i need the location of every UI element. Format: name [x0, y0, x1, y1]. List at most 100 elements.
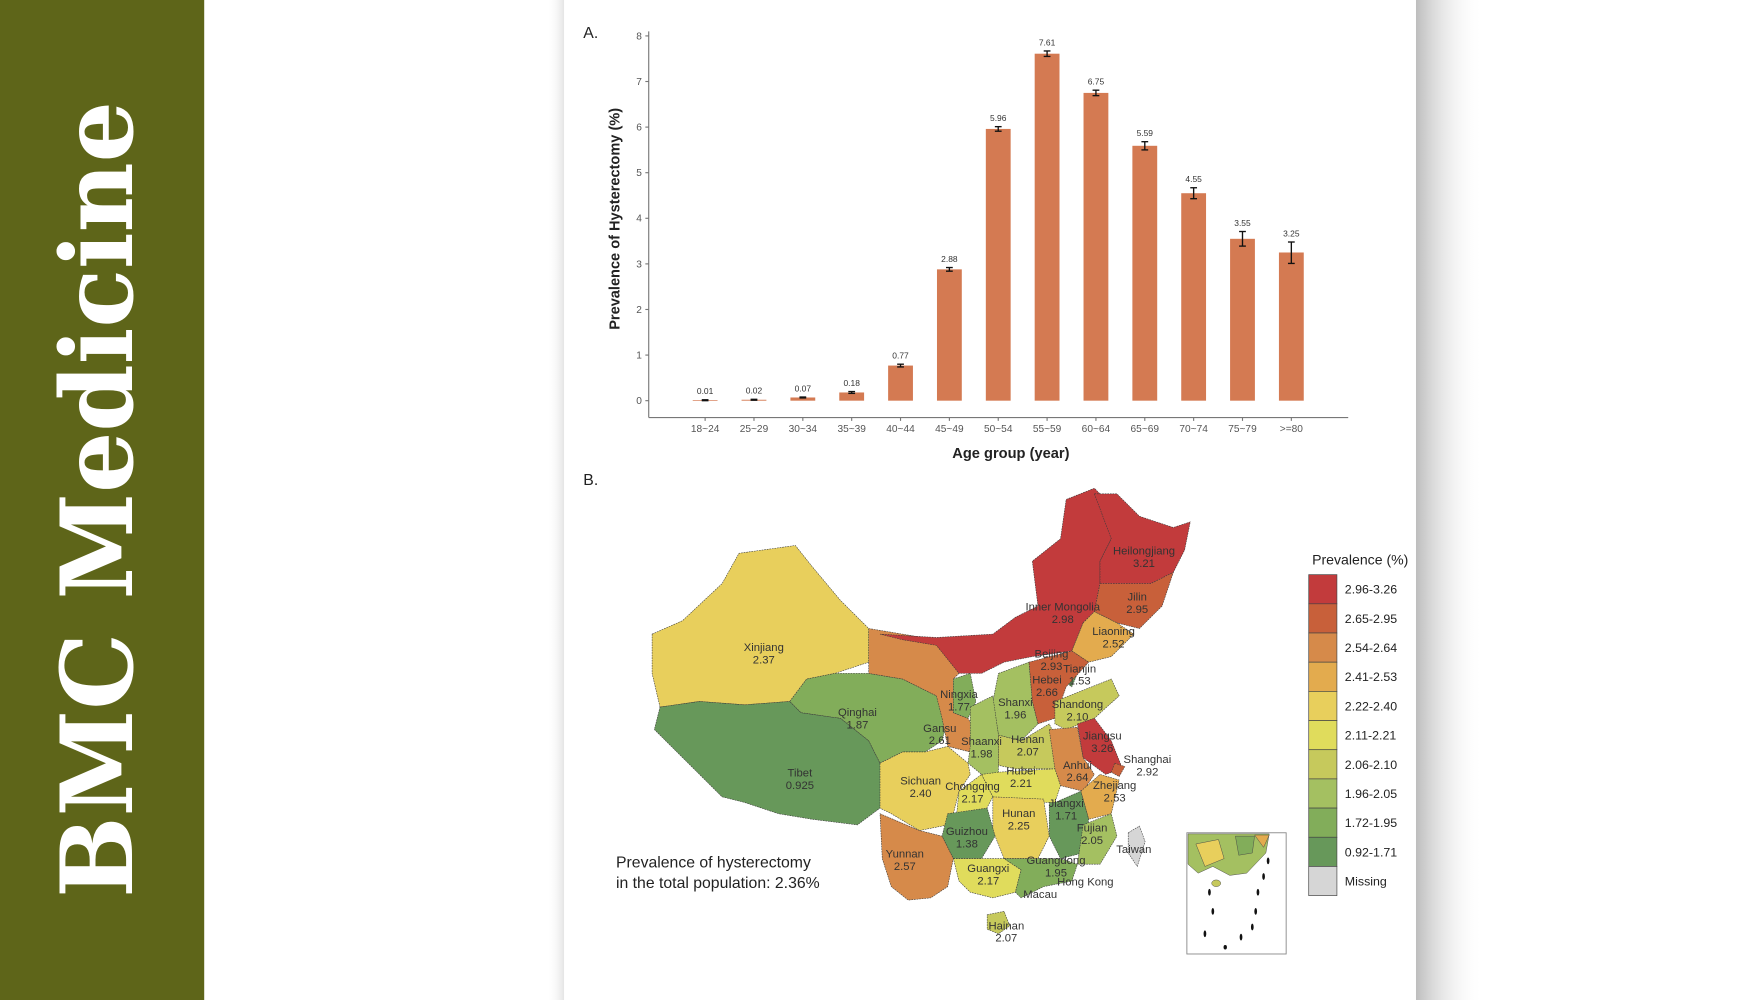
- error-bar: [848, 390, 856, 395]
- error-bar: [799, 396, 807, 399]
- province-henan: [998, 723, 1061, 770]
- x-tick-label: 50~54: [984, 424, 1013, 435]
- province-name-label: Gansu: [923, 723, 956, 735]
- province-value-label: 1.98: [971, 749, 993, 761]
- province-value-label: 2.66: [1036, 687, 1058, 699]
- province-value-label: 2.53: [1104, 792, 1126, 804]
- data-label: 7.61: [1039, 37, 1056, 47]
- province-name-label: Jiangxi: [1049, 798, 1084, 810]
- error-bar: [1043, 50, 1051, 58]
- error-bar: [701, 399, 709, 402]
- province-chongqing: [956, 773, 994, 814]
- data-label: 2.88: [941, 254, 958, 264]
- province-name-label: Shanghai: [1124, 754, 1172, 766]
- province-heilongjiang: [1093, 493, 1191, 584]
- legend-label: 2.65-2.95: [1345, 612, 1397, 626]
- total-prevalence-annotation: Prevalence of hysterectomy: [616, 855, 811, 872]
- province-name-label: Yunnan: [886, 848, 924, 860]
- province-shanghai: [1110, 762, 1126, 778]
- province-name-label: Taiwan: [1116, 844, 1151, 856]
- province-value-label: 2.64: [1066, 772, 1088, 784]
- province-shandong: [1054, 678, 1120, 730]
- legend-swatch: [1308, 661, 1338, 692]
- legend-label: 0.92-1.71: [1345, 845, 1397, 859]
- bar: [985, 128, 1011, 401]
- x-tick-label: 75~79: [1228, 424, 1257, 435]
- y-tick-label: 0: [636, 396, 642, 407]
- province-sichuan: [879, 746, 971, 831]
- province-name-label: Ningxia: [940, 689, 978, 701]
- sidebar-banner: [0, 0, 205, 1000]
- province-value-label: 2.21: [1010, 778, 1032, 790]
- legend-label: 2.11-2.21: [1345, 729, 1397, 743]
- error-bar: [946, 266, 953, 272]
- province-name-label: Jilin: [1128, 591, 1147, 603]
- province-value-label: 2.07: [1017, 746, 1039, 758]
- bar: [1278, 252, 1304, 401]
- province-value-label: 1.96: [1004, 709, 1026, 721]
- province-name-label: Hunan: [1002, 808, 1035, 820]
- legend-label: 2.06-2.10: [1345, 758, 1397, 772]
- province-value-label: 1.38: [956, 838, 978, 850]
- data-label: 5.96: [990, 113, 1007, 123]
- error-bar: [750, 398, 758, 401]
- x-tick-label: 45~49: [935, 424, 964, 435]
- province-value-label: 2.52: [1103, 639, 1125, 651]
- x-axis-title: Age group (year): [952, 446, 1069, 462]
- bar-chart: Prevalence of Hysterectomy (%) Age group…: [607, 31, 1349, 462]
- province-guangxi: [952, 858, 1022, 899]
- x-tick-label: >=80: [1280, 424, 1303, 435]
- legend-swatch: [1308, 603, 1338, 634]
- legend-label: 2.22-2.40: [1345, 699, 1397, 713]
- legend-label: 1.72-1.95: [1345, 816, 1397, 830]
- province-value-label: 2.17: [962, 793, 984, 805]
- legend-label: Missing: [1345, 875, 1387, 889]
- data-label: 3.55: [1234, 218, 1251, 228]
- province-value-label: 2.17: [977, 875, 999, 887]
- data-label: 0.77: [892, 351, 909, 361]
- y-tick-label: 2: [636, 305, 642, 316]
- province-guangdong: [1003, 858, 1078, 899]
- error-bar: [1092, 89, 1100, 97]
- x-tick-label: 55~59: [1033, 424, 1062, 435]
- legend-swatch: [1308, 778, 1338, 809]
- province-value-label: 2.37: [753, 654, 775, 666]
- province-name-label: Shaanxi: [961, 736, 1002, 748]
- province-name-label: Henan: [1011, 734, 1044, 746]
- y-tick-label: 5: [636, 168, 642, 179]
- data-label: 0.07: [795, 383, 812, 393]
- province-value-label: 2.98: [1052, 614, 1074, 626]
- y-tick-label: 7: [636, 77, 642, 88]
- province-name-label: Zhejiang: [1093, 780, 1136, 792]
- province-value-label: 2.10: [1066, 712, 1088, 724]
- province-name-label: Shanxi: [998, 697, 1032, 709]
- y-tick-label: 6: [636, 122, 642, 133]
- y-tick-label: 8: [636, 31, 642, 42]
- province-zhejiang: [1080, 774, 1120, 820]
- x-tick-label: 25~29: [740, 424, 769, 435]
- province-hubei: [981, 768, 1061, 803]
- error-bar: [1190, 187, 1198, 200]
- legend-label: 2.54-2.64: [1345, 641, 1397, 655]
- province-value-label: 2.25: [1008, 820, 1030, 832]
- province-name-label: Qinghai: [838, 707, 877, 719]
- province-name-label: Fujian: [1077, 823, 1108, 835]
- province-value-label: 2.95: [1126, 604, 1148, 616]
- province-name-label: Hebei: [1032, 675, 1061, 687]
- legend-swatch: [1308, 866, 1338, 896]
- province-qinghai: [789, 673, 948, 764]
- province-name-label: Chongqing: [945, 781, 1000, 793]
- legend-swatch: [1308, 836, 1338, 867]
- x-tick-label: 65~69: [1131, 424, 1160, 435]
- province-name-label: Inner Mongolia: [1025, 602, 1100, 614]
- data-label: 6.75: [1088, 77, 1105, 87]
- bar: [1230, 238, 1255, 401]
- province-value-label: 1.77: [948, 701, 970, 713]
- bar: [888, 365, 913, 401]
- province-fujian: [1077, 813, 1118, 865]
- province-name-label: Guizhou: [946, 826, 988, 838]
- error-bar: [1239, 230, 1246, 247]
- legend-title: Prevalence (%): [1312, 552, 1408, 568]
- x-tick-label: 40~44: [886, 424, 915, 435]
- error-bar: [1287, 241, 1295, 265]
